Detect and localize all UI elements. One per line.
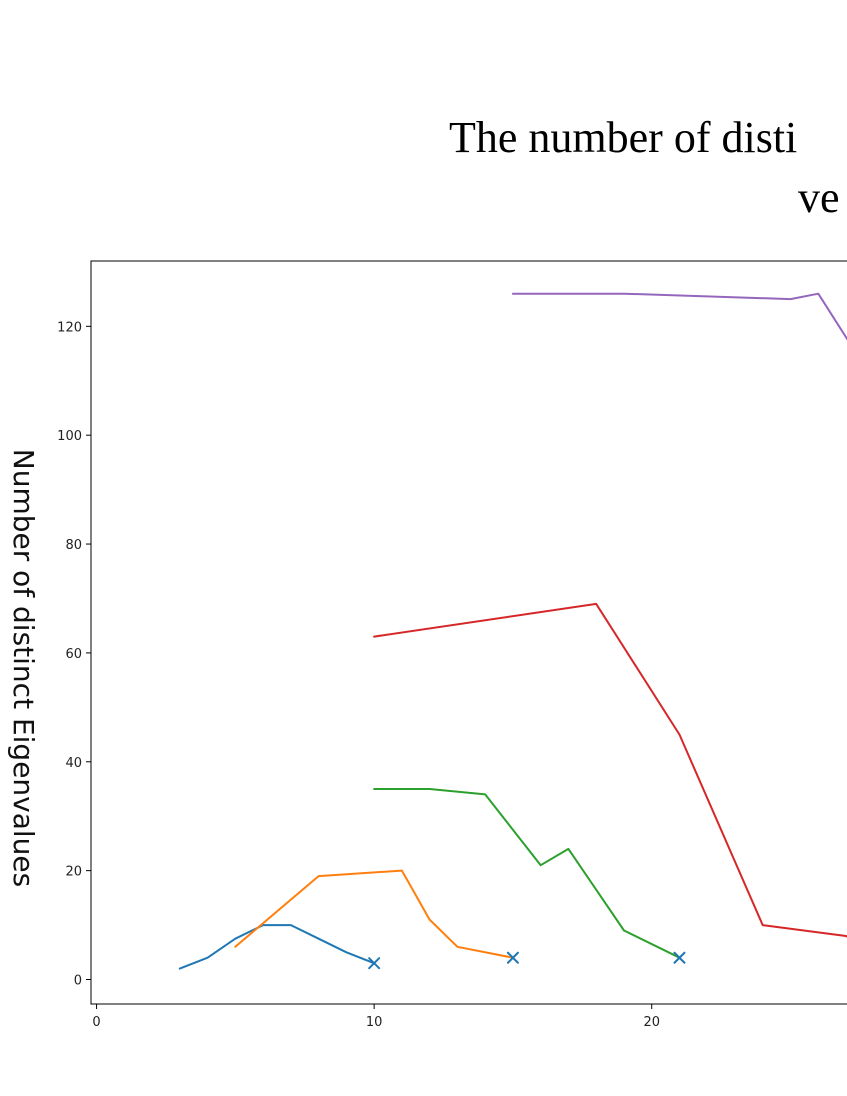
- series-line-2: [234, 869, 514, 959]
- series-2-end-marker: [506, 951, 519, 964]
- x-tick-label: 20: [643, 1015, 660, 1030]
- series-line-5: [511, 292, 847, 341]
- series-3-end-marker: [673, 951, 686, 964]
- chart-title-line-1: The number of disti: [449, 113, 797, 162]
- y-tick-label: 120: [57, 320, 82, 335]
- series-layer: [178, 292, 847, 970]
- y-tick-label: 0: [74, 974, 82, 989]
- y-axis-label: Number of distinct Eigenvalues: [7, 449, 40, 887]
- y-tick-label: 20: [65, 865, 82, 880]
- y-tick-label: 60: [65, 647, 82, 662]
- y-axis-ticks: 0 20 40 60 80 100 120: [57, 320, 91, 989]
- y-tick-label: 80: [65, 538, 82, 553]
- series-line-3: [373, 788, 681, 959]
- axes-frame: [90, 260, 847, 1005]
- series-line-4: [373, 602, 847, 938]
- plot-area: 0 10 20 0 20 40 60 80 100 120: [57, 260, 847, 1030]
- x-tick-label: 0: [92, 1015, 100, 1030]
- series-1-end-marker: [368, 957, 381, 970]
- chart-title-line-2: ve: [798, 173, 840, 222]
- y-tick-label: 100: [57, 429, 82, 444]
- x-tick-label: 10: [366, 1015, 383, 1030]
- series-line-1: [178, 924, 376, 970]
- y-tick-label: 40: [65, 756, 82, 771]
- x-axis-ticks: 0 10 20: [92, 1004, 660, 1030]
